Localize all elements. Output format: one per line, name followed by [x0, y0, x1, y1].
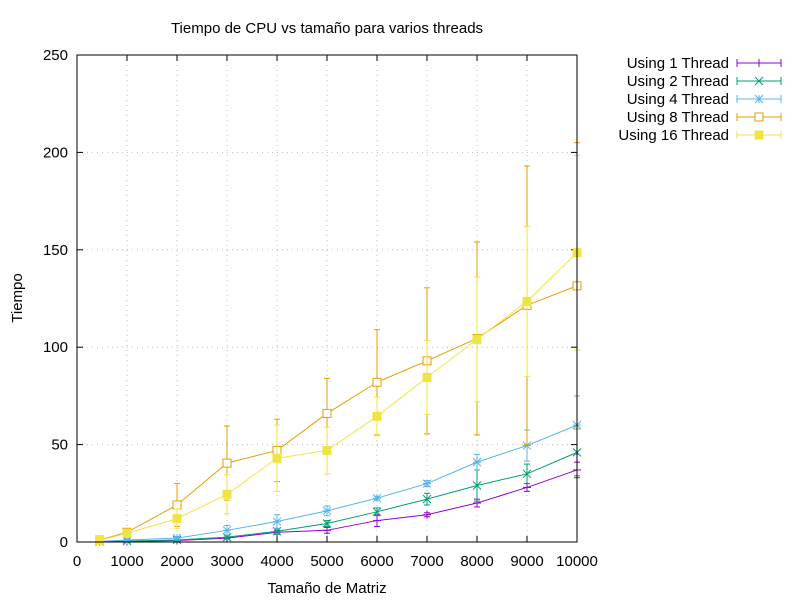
data-point: [372, 507, 382, 517]
x-tick-label: 1000: [110, 553, 143, 570]
data-point: [222, 489, 232, 499]
x-tick-label: 10000: [556, 553, 598, 570]
data-point: [222, 525, 232, 535]
marker-stroke: [222, 532, 232, 542]
series-layer: [95, 142, 582, 546]
data-point: [95, 535, 104, 545]
data-point: [122, 528, 132, 538]
series-line: [99, 285, 578, 541]
data-point: [522, 469, 532, 479]
data-point: [322, 519, 332, 528]
data-point: [272, 517, 282, 526]
y-tick-label: 0: [60, 534, 68, 551]
series-4: [95, 142, 582, 545]
data-point: [322, 445, 332, 455]
legend-item: Using 8 Thread: [627, 109, 782, 126]
legend-marker: [754, 130, 764, 140]
data-point: [322, 506, 332, 516]
legend-item: Using 4 Thread: [627, 91, 782, 108]
marker-stroke: [222, 525, 232, 535]
legend-marker: [754, 112, 764, 122]
marker-stroke: [322, 519, 332, 528]
x-tick-label: 4000: [260, 553, 293, 570]
data-point: [422, 494, 432, 504]
x-axis-label: Tamaño de Matriz: [267, 580, 386, 597]
x-tick-label: 9000: [510, 553, 543, 570]
y-tick-label: 200: [43, 144, 68, 161]
series-1: [95, 461, 581, 546]
data-point: [323, 526, 331, 535]
data-point: [372, 411, 382, 421]
data-point: [372, 377, 382, 387]
data-point: [422, 479, 432, 488]
marker-stroke: [322, 506, 332, 516]
marker-stroke: [472, 481, 482, 490]
legend-label: Using 2 Thread: [627, 73, 729, 90]
data-point: [172, 533, 182, 543]
x-tick-label: 2000: [160, 553, 193, 570]
x-tick-label: 7000: [410, 553, 443, 570]
legend-label: Using 8 Thread: [627, 109, 729, 126]
data-point: [373, 516, 381, 525]
series-line: [99, 469, 578, 543]
data-point: [272, 453, 282, 463]
data-point: [172, 514, 182, 524]
axis-ticks: 0 1000 2000 3000 4000 5000 6000 7000 8000 9000 100…: [43, 47, 598, 570]
plot-border: [76, 54, 578, 543]
marker-stroke: [522, 469, 532, 479]
data-point: [372, 493, 382, 503]
y-tick-label: 100: [43, 339, 68, 356]
y-tick-label: 250: [43, 47, 68, 64]
legend-marker: [755, 59, 763, 67]
y-axis-label: Tiempo: [9, 273, 26, 322]
marker-stroke: [522, 441, 532, 450]
y-tick-label: 150: [43, 242, 68, 259]
marker-stroke: [422, 494, 432, 504]
series-3: [95, 395, 582, 546]
legend-marker: [754, 76, 764, 86]
data-point: [422, 372, 432, 382]
chart-title: Tiempo de CPU vs tamaño para varios thre…: [171, 20, 483, 37]
legend-label: Using 1 Thread: [627, 55, 729, 72]
x-tick-label: 3000: [210, 553, 243, 570]
data-point: [423, 510, 431, 519]
legend-label: Using 4 Thread: [627, 91, 729, 108]
data-point: [472, 457, 482, 467]
data-point: [523, 483, 531, 492]
marker-stroke: [754, 94, 764, 104]
x-tick-label: 0: [73, 553, 81, 570]
series-2: [95, 428, 582, 546]
data-point: [522, 296, 532, 306]
data-point: [222, 458, 232, 468]
legend-item: Using 1 Thread: [627, 55, 782, 72]
series-5: [95, 154, 582, 545]
marker-stroke: [754, 76, 764, 86]
marker-stroke: [172, 533, 182, 543]
series-line: [99, 252, 578, 541]
marker-stroke: [422, 479, 432, 488]
data-point: [472, 481, 482, 490]
marker-stroke: [472, 457, 482, 467]
y-tick-label: 50: [51, 437, 68, 454]
marker-stroke: [272, 517, 282, 526]
x-tick-label: 6000: [360, 553, 393, 570]
data-point: [172, 500, 182, 510]
legend-item: Using 2 Thread: [627, 73, 782, 90]
data-point: [222, 532, 232, 542]
data-point: [472, 334, 482, 344]
legend-item: Using 16 Thread: [618, 127, 782, 144]
data-point: [322, 408, 332, 418]
legend-marker: [754, 94, 764, 104]
legend-label: Using 16 Thread: [618, 127, 729, 144]
x-tick-label: 8000: [460, 553, 493, 570]
marker-stroke: [372, 493, 382, 503]
x-tick-label: 5000: [310, 553, 343, 570]
marker-stroke: [372, 507, 382, 517]
